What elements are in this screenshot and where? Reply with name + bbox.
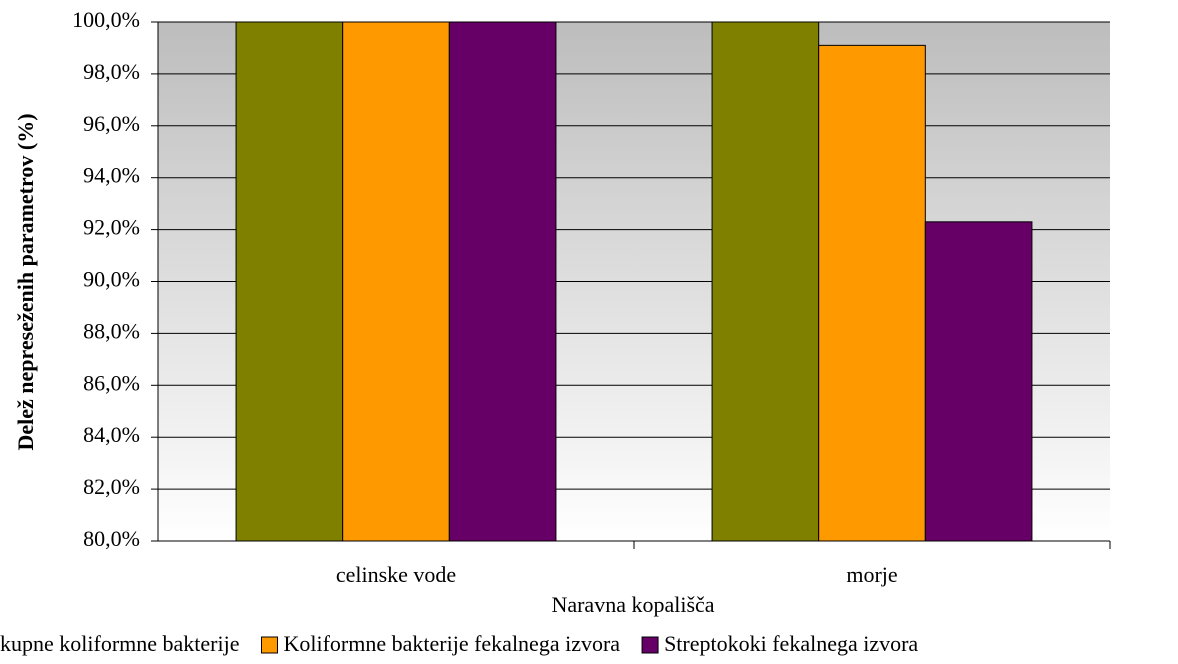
bar: [818, 44, 926, 542]
y-tick-label: 84,0%: [83, 422, 140, 447]
bar: [342, 21, 450, 542]
y-axis-title: Delež nepreseženih parametrov (%): [13, 113, 38, 450]
legend-label: kupne koliformne bakterije: [0, 631, 239, 656]
y-tick-label: 100,0%: [72, 7, 140, 32]
bar: [711, 21, 820, 542]
y-tick-label: 96,0%: [83, 111, 140, 136]
legend-label: Streptokoki fekalnega izvora: [664, 631, 918, 656]
bar: [924, 221, 1033, 542]
y-tick-label: 88,0%: [83, 318, 140, 343]
y-tick-label: 86,0%: [83, 370, 140, 395]
legend-label: Koliformne bakterije fekalnega izvora: [283, 631, 620, 656]
y-tick-label: 92,0%: [83, 215, 140, 240]
bar: [235, 21, 344, 542]
x-axis-title: Naravna kopališča: [551, 592, 714, 617]
y-tick-label: 82,0%: [83, 474, 140, 499]
y-tick-label: 98,0%: [83, 59, 140, 84]
legend-swatch: [260, 636, 278, 654]
y-tick-label: 94,0%: [83, 163, 140, 188]
legend-swatch: [641, 636, 659, 654]
x-tick-label: celinske vode: [336, 562, 456, 587]
bar: [448, 21, 557, 542]
y-tick-label: 80,0%: [83, 526, 140, 551]
y-tick-label: 90,0%: [83, 267, 140, 292]
x-tick-label: morje: [846, 562, 897, 587]
